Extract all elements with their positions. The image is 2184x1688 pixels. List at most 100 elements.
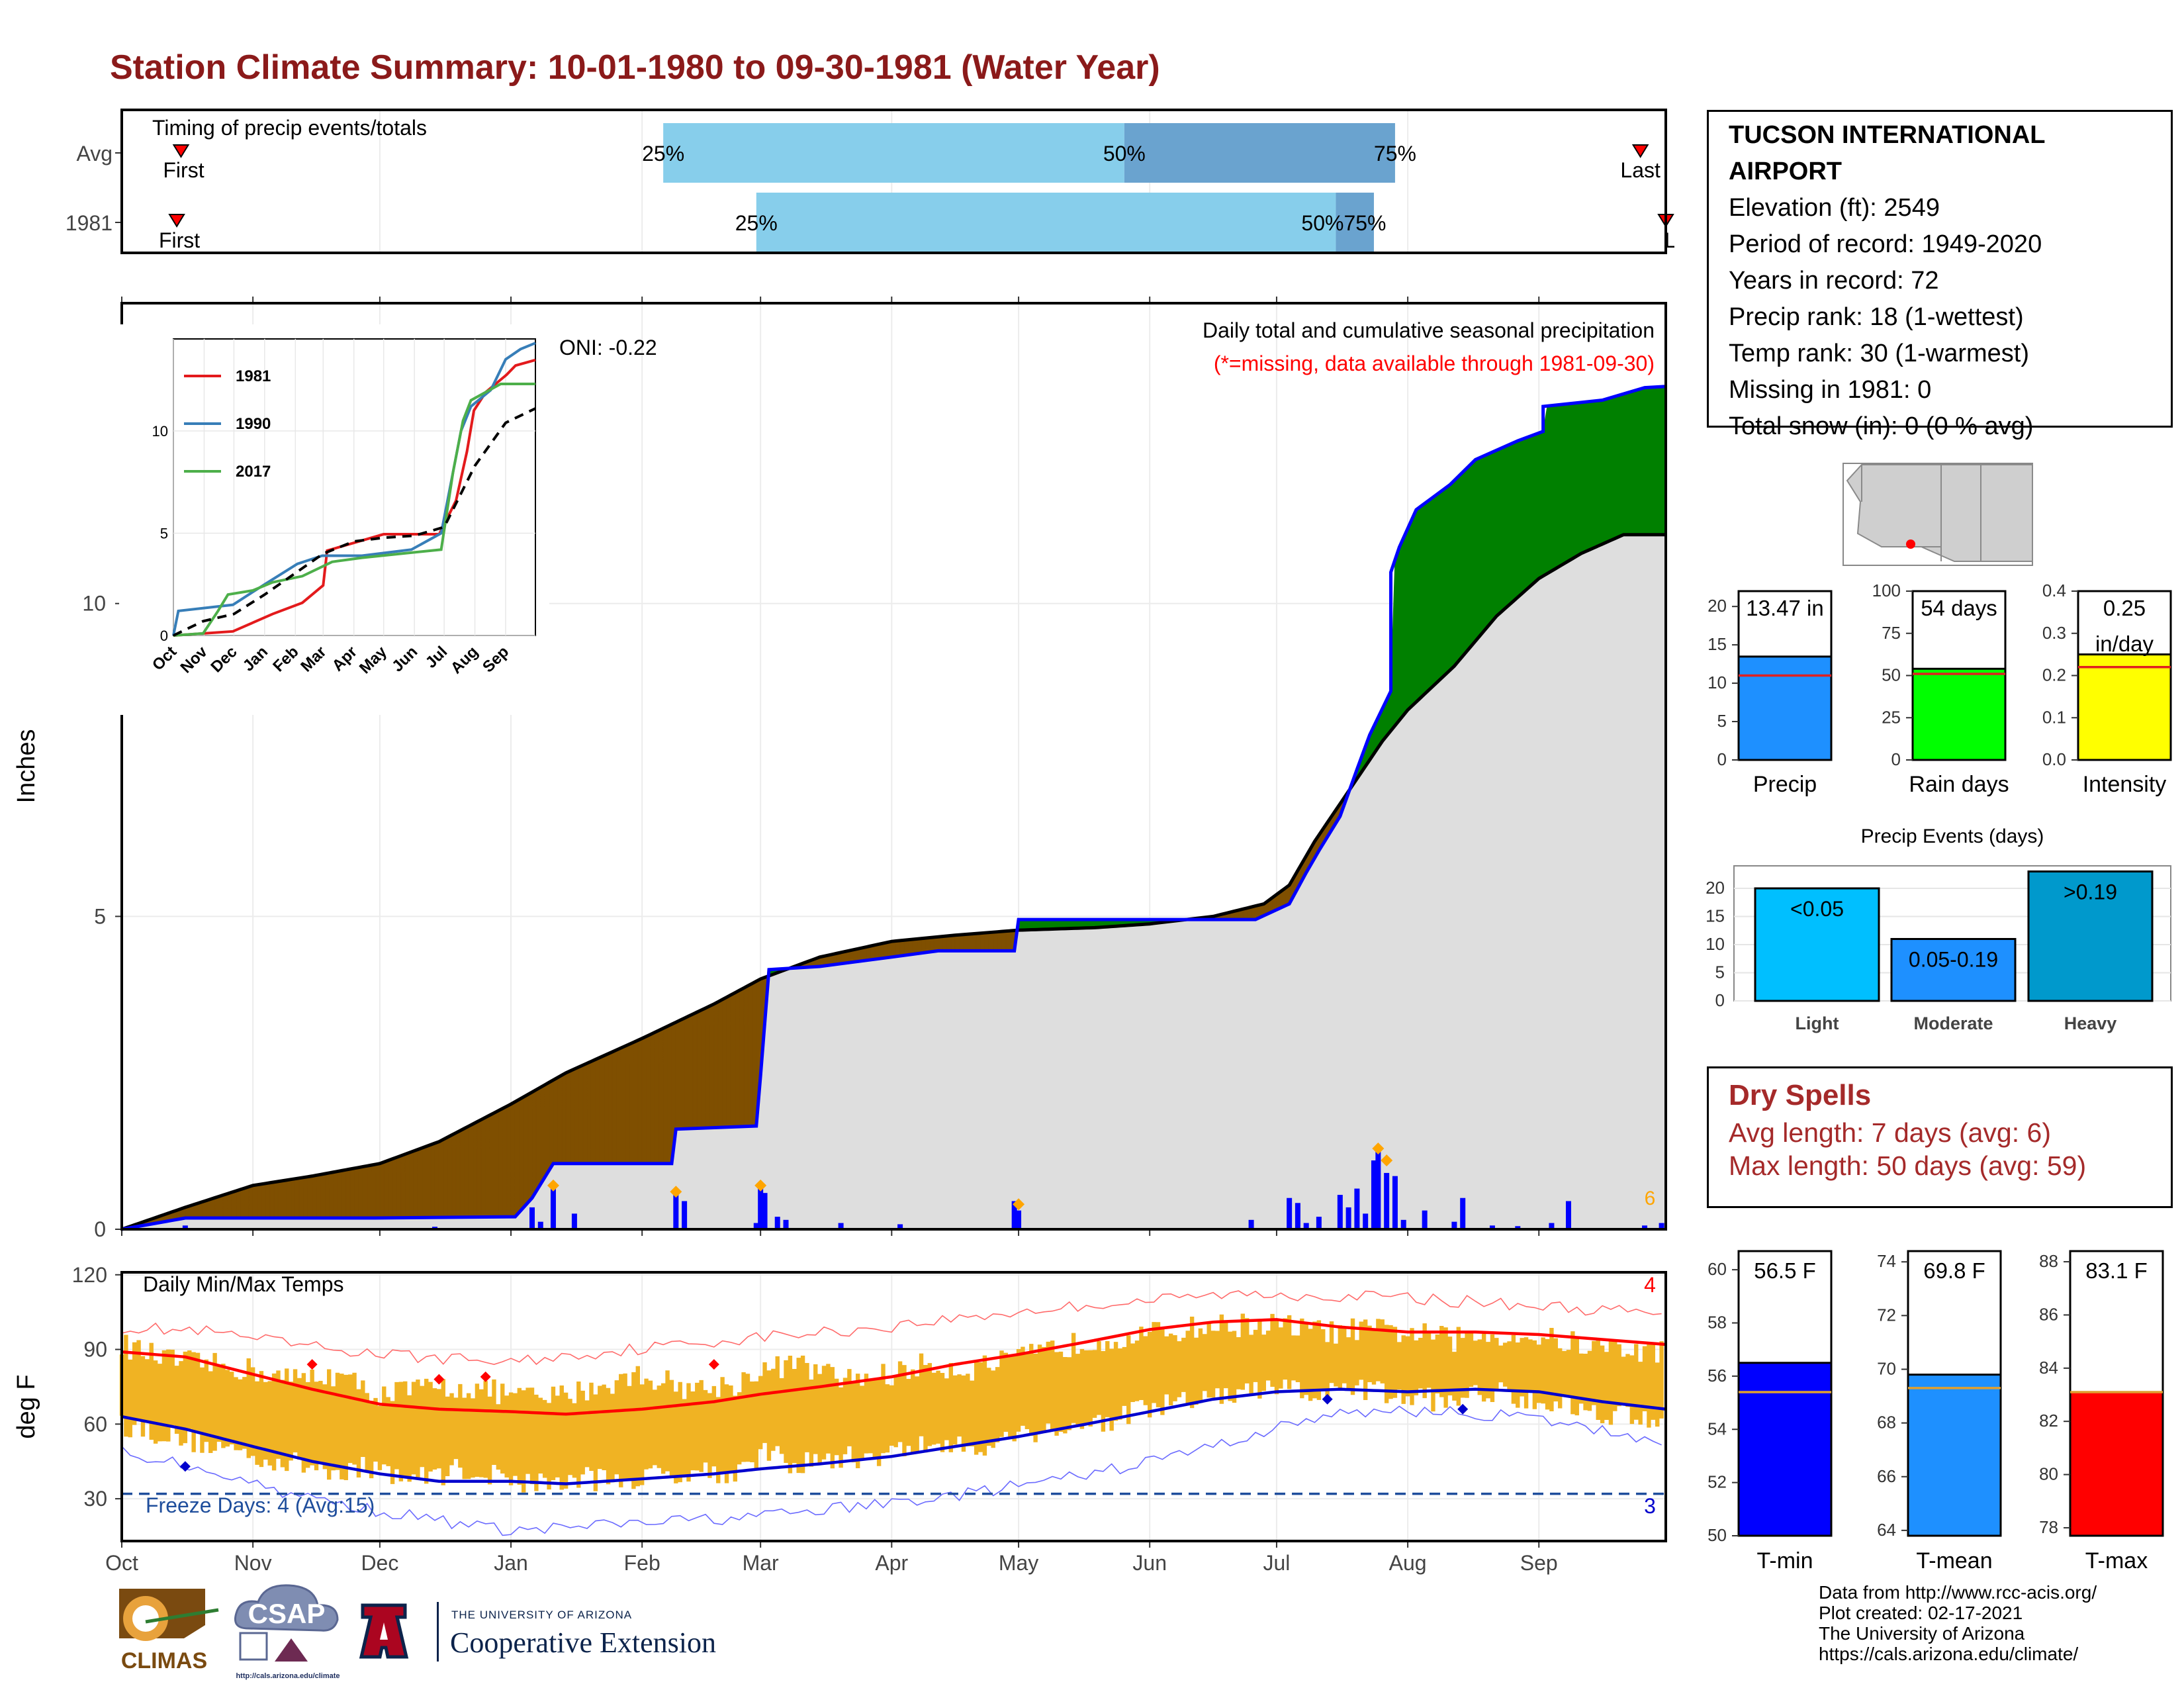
station-name-line2: AIRPORT: [1729, 158, 1842, 185]
ua-extension-text: Cooperative Extension: [450, 1626, 717, 1659]
mini-value-label-Intensity: 0.25: [2103, 596, 2146, 620]
mini-ytick-label: 0: [1891, 749, 1901, 769]
cum-ytick-label: 0: [94, 1217, 106, 1241]
daily-precip-bar: [897, 1224, 903, 1229]
daily-temps-chart: Daily Min/Max Temps Freeze Days: 4 (Avg:1…: [13, 1263, 1667, 1575]
mini-category-Rain days: Rain days: [1909, 772, 2009, 797]
csap-logo-text: CSAP: [248, 1598, 326, 1629]
record-high-marker: [433, 1374, 445, 1385]
precip-events-bar-label-Moderate: 0.05-0.19: [1909, 948, 1998, 972]
timing-title: Timing of precip events/totals: [152, 116, 427, 140]
mini-ytick-label: 0: [1717, 749, 1727, 769]
mini-category-T-min: T-min: [1757, 1548, 1813, 1573]
temp-xtick-label-Mar: Mar: [743, 1551, 779, 1575]
cum-title: Daily total and cumulative seasonal prec…: [1203, 318, 1655, 342]
daily-precip-bar: [1375, 1150, 1381, 1229]
temp-ytick-label: 30: [83, 1487, 107, 1511]
mini-ytick-label: 10: [1707, 673, 1727, 692]
precip-events-ytick-label: 0: [1715, 990, 1725, 1010]
daily-precip-bar: [537, 1221, 543, 1229]
csap-logo: CSAP http://cals.arizona.edu/climate: [234, 1584, 340, 1680]
inset-legend-label-1990: 1990: [236, 415, 271, 433]
map-borders: [1861, 465, 1981, 561]
precip-events-bar-label-Heavy: >0.19: [2064, 880, 2117, 904]
daily-precip-bar: [1011, 1201, 1017, 1229]
timing-p50-avg: 50%: [1103, 142, 1146, 165]
dry-spells-max: Max length: 50 days (avg: 59): [1729, 1150, 2087, 1181]
daily-precip-marker: [1381, 1154, 1393, 1167]
ua-small-text: THE UNIVERSITY OF ARIZONA: [451, 1609, 633, 1621]
mini-ytick-label: 80: [2039, 1464, 2058, 1484]
record-high-marker: [480, 1371, 491, 1382]
temp-ytick-label: 120: [72, 1263, 107, 1287]
temp-xtick-label-May: May: [999, 1551, 1038, 1575]
temp-xtick-label-Jun: Jun: [1132, 1551, 1167, 1575]
cumulative-precip-chart: 6 Daily total and cumulative seasonal pre…: [13, 297, 1667, 1241]
daily-precip-bar: [838, 1223, 844, 1229]
precip-events-ytick-label: 20: [1706, 878, 1725, 898]
timing-bar-50-75-avg: [1124, 123, 1395, 183]
mini-ytick-label: 78: [2039, 1517, 2058, 1537]
timing-marker-last-avg: [1631, 144, 1649, 158]
station-period: Period of record: 1949-2020: [1729, 230, 2042, 258]
temp-avg-max-line: [121, 1318, 1666, 1416]
cum-observed-line: [121, 385, 1666, 1231]
station-info-box: TUCSON INTERNATIONAL AIRPORT Elevation (…: [1707, 110, 2173, 440]
timing-p25-avg: 25%: [642, 142, 684, 165]
daily-precip-bar: [1422, 1210, 1428, 1229]
daily-precip-bar: [529, 1207, 535, 1229]
inset-ytick-label: 5: [160, 526, 168, 542]
daily-precip-bar: [1384, 1172, 1390, 1229]
mini-ytick-label: 25: [1882, 707, 1901, 727]
mini-ytick-label: 0.0: [2042, 749, 2066, 769]
daily-precip-bar: [1549, 1223, 1555, 1229]
daily-precip-bar: [673, 1195, 679, 1229]
daily-precip-bar: [1345, 1207, 1351, 1229]
daily-precip-bar: [1016, 1210, 1022, 1229]
precip-events-ytick-label: 10: [1706, 934, 1725, 954]
daily-precip-bar: [571, 1213, 577, 1229]
mini-bar-Rain days: [1911, 667, 2007, 761]
cum-ylabel: Inches: [13, 729, 40, 804]
precip-events-category-Heavy: Heavy: [2064, 1013, 2117, 1033]
daily-precip-bar: [753, 1223, 759, 1229]
precip-events-bar-Heavy: [2027, 870, 2154, 1002]
record-high-marker: [708, 1359, 719, 1370]
timing-row-label-avg: Avg: [76, 142, 113, 165]
mini-ytick-label: 58: [1707, 1313, 1727, 1333]
daily-precip-bar: [1659, 1223, 1664, 1229]
temp-ylabel: deg F: [13, 1374, 40, 1438]
mini-category-T-max: T-max: [2085, 1548, 2148, 1573]
daily-precip-bar: [1565, 1201, 1571, 1229]
timing-chart: Avg1981FirstLastFirstLa25%50%75%25%50%75…: [66, 109, 1674, 254]
daily-precip-bar: [1642, 1225, 1648, 1229]
timing-marker-first-y1981: [168, 214, 185, 228]
timing-marker-first-avg: [172, 144, 190, 158]
temp-frame: [120, 1271, 1667, 1542]
mini-ytick-label: 15: [1707, 634, 1727, 654]
precip-summary-bars: 0 5 10 15 20 13.47 in Precip 0 25 50 75 100 54 days R…: [1707, 581, 2172, 797]
dry-spells-avg: Avg length: 7 days (avg: 6): [1729, 1117, 2051, 1148]
inset-series-average: [173, 407, 536, 637]
mini-ytick-label: 54: [1707, 1419, 1727, 1438]
temp-record-min-line: [121, 1405, 1662, 1536]
dry-spells-heading: Dry Spells: [1729, 1079, 1872, 1111]
mini-ytick-label: 70: [1877, 1358, 1896, 1378]
ua-divider: [437, 1602, 439, 1662]
cum-ytick-label: 10: [82, 592, 106, 616]
daily-precip-bar: [758, 1186, 764, 1229]
daily-precip-marker: [754, 1179, 767, 1192]
precip-events-bar-label-Light: <0.05: [1790, 897, 1844, 921]
temp-ytick-label: 60: [83, 1412, 107, 1436]
precip-events-category-Light: Light: [1796, 1013, 1839, 1033]
cum-ytick-label: 5: [94, 904, 106, 928]
temp-summary-bars: 50 52 54 56 58 60 56.5 F T-min 64 66 68 70 72 74 69.8 …: [1707, 1250, 2164, 1573]
daily-precip-bar: [1295, 1203, 1300, 1229]
temp-xtick-label-Oct: Oct: [105, 1551, 138, 1575]
timing-bar-25-50-y1981: [756, 193, 1336, 252]
mini-ytick-label: 100: [1872, 581, 1901, 600]
csap-url: http://cals.arizona.edu/climate: [236, 1672, 340, 1680]
daily-precip-bar: [1371, 1160, 1377, 1229]
daily-precip-bar: [1287, 1197, 1293, 1229]
timing-bar-25-50-avg: [663, 123, 1124, 183]
